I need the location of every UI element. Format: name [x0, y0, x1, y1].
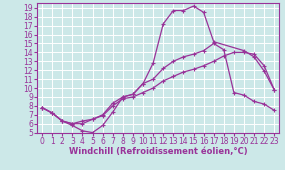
X-axis label: Windchill (Refroidissement éolien,°C): Windchill (Refroidissement éolien,°C) [69, 147, 247, 156]
